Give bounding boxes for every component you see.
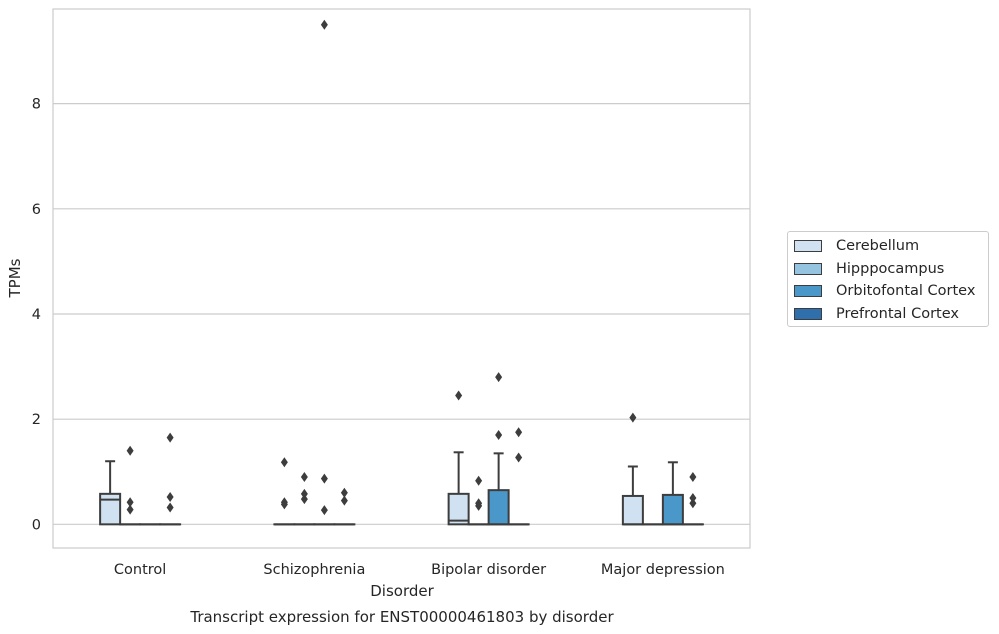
y-axis-label: TPMs [6,258,24,298]
legend-item: Prefrontal Cortex [794,304,959,324]
box-2-1 [313,19,336,526]
outlier-point [166,432,174,443]
outlier-point [166,502,174,513]
outlier-point [629,412,637,423]
box-2-3 [661,461,684,526]
x-tick-label: Major depression [601,562,725,578]
outlier-point [515,427,523,438]
outlier-point [475,498,483,509]
legend-swatch [794,240,822,252]
chart-title: Transcript expression for ENST0000046180… [189,608,614,626]
outlier-point [126,497,134,508]
box-body [447,492,470,526]
outlier-point [280,497,288,508]
outlier-point [320,505,328,516]
outlier-point [166,491,174,502]
box-body [487,489,510,526]
legend-item: Hipppocampus [794,259,944,279]
box-3-2 [507,427,530,526]
outlier-point [320,19,328,30]
box-0-0 [99,460,122,526]
legend-label: Cerebellum [836,238,920,254]
y-tick-label: 4 [32,307,41,323]
box-1-0 [119,445,142,526]
x-tick-label: Schizophrenia [263,562,365,578]
box-2-2 [487,372,510,526]
legend-item: Orbitofontal Cortex [794,281,975,301]
box-body [661,493,684,526]
outlier-point [689,498,697,509]
outlier-point [455,390,463,401]
outlier-point [495,372,503,383]
box-0-1 [273,457,296,526]
legend-item: Cerebellum [794,236,919,256]
grid-lines [53,103,750,525]
legend-swatch [794,262,822,275]
legend-swatch [794,285,822,297]
box-3-0 [159,432,182,526]
x-tick-label: Bipolar disorder [431,562,546,578]
outlier-point [300,472,308,483]
box-0-2 [447,390,470,526]
box-0-3 [621,412,644,526]
outlier-point [340,495,348,506]
y-tick-label: 6 [32,202,41,218]
legend-swatch [794,307,822,320]
outlier-point [689,472,697,483]
outlier-point [300,494,308,505]
y-tick-label: 8 [32,97,41,113]
box-3-3 [681,472,704,526]
legend-label: Prefrontal Cortex [836,305,959,322]
box-3-1 [333,487,356,526]
y-tick-label: 2 [32,412,41,428]
y-tick-label: 0 [32,517,41,533]
x-tick-label: Control [114,562,166,578]
outlier-point [126,504,134,515]
legend-label: Orbitofontal Cortex [836,283,976,299]
x-axis-label: Disorder [370,582,434,600]
outlier-point [689,493,697,504]
outlier-point [495,429,503,440]
outlier-point [280,457,288,468]
outlier-point [300,488,308,499]
outlier-point [340,487,348,498]
plot-frame [52,8,751,549]
outlier-point [515,452,523,463]
outlier-point [320,473,328,484]
outlier-point [126,445,134,456]
legend-label: Hipppocampus [836,260,945,277]
y-tick-labels: 0 2 4 6 8 [32,97,41,534]
outlier-point [475,475,483,486]
legend: Cerebellum Hipppocampus Orbitofontal Corte… [787,231,989,327]
box-plot-series [99,19,704,526]
box-1-1 [293,472,316,526]
box-body [99,492,122,526]
box-body [621,494,644,526]
box-1-2 [467,475,490,526]
x-tick-labels: Control Schizophrenia Bipolar disorder Majo… [114,562,725,578]
